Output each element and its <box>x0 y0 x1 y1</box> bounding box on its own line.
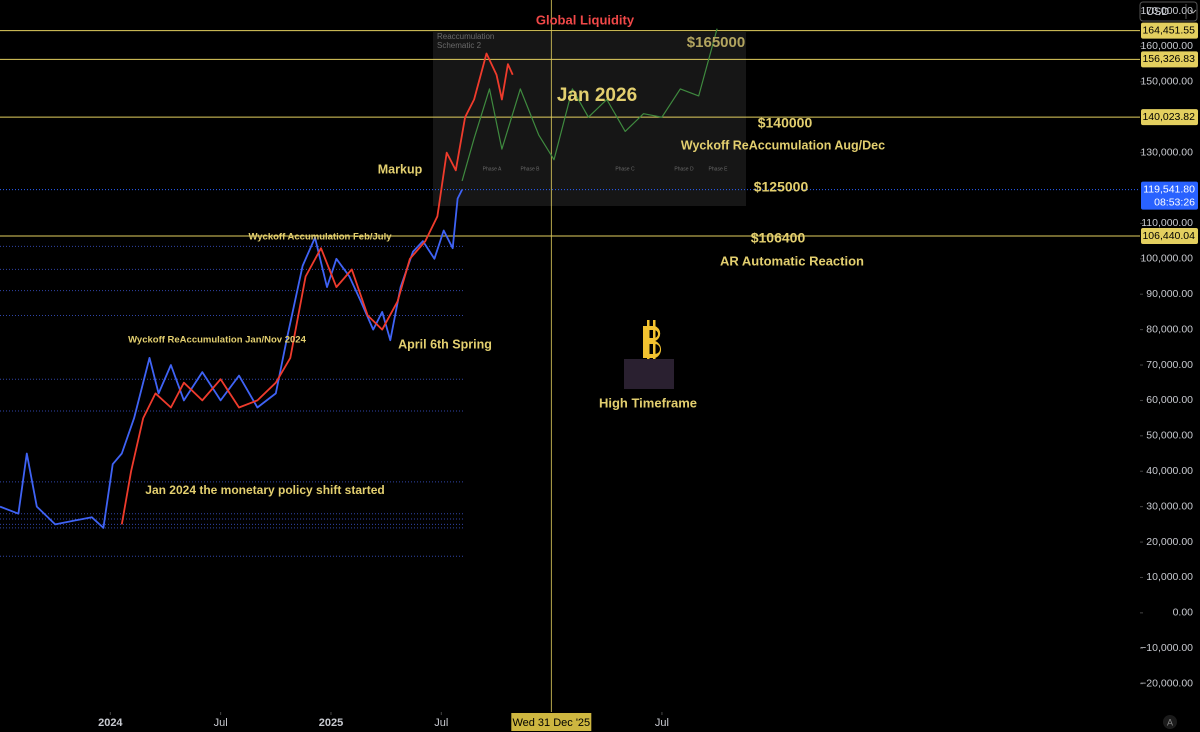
last-price-box <box>1141 181 1198 210</box>
annotation: Phase B <box>521 166 541 172</box>
y-tick-label: 90,000.00 <box>1146 288 1193 300</box>
currency[interactable]: USD <box>1146 6 1169 18</box>
annotation: AR Automatic Reaction <box>720 253 864 268</box>
x-tick-label: Jul <box>655 717 669 729</box>
y-tick-label: 20,000.00 <box>1146 536 1193 548</box>
y-tick-label: −10,000.00 <box>1140 642 1193 654</box>
annotation: Phase A <box>483 166 502 172</box>
y-tick-label: 70,000.00 <box>1146 359 1193 371</box>
level-label: 140,023.82 <box>1142 111 1195 123</box>
annotation: Wyckoff ReAccumulation Jan/Nov 2024 <box>128 335 306 346</box>
annotation: $106400 <box>751 230 806 246</box>
level-label-box <box>1141 228 1198 245</box>
bitcoin-icon <box>643 326 662 358</box>
level-label-box <box>1141 22 1198 39</box>
annotation: Schematic 2 <box>437 41 482 50</box>
annotation: Markup <box>378 162 423 176</box>
y-tick-label: 110,000.00 <box>1141 217 1193 229</box>
bitcoin-stroke <box>653 320 656 362</box>
annotation: Reaccumulation <box>437 32 494 41</box>
series-line <box>120 52 514 525</box>
x-tick-label: Jul <box>434 717 448 729</box>
last-price-countdown: 08:53:26 <box>1154 196 1195 208</box>
logo-badge <box>624 359 674 389</box>
y-tick-label: 60,000.00 <box>1146 394 1193 406</box>
bitcoin-stroke <box>647 320 650 362</box>
y-tick-label: 0.00 <box>1173 607 1194 619</box>
annotation: Wyckoff ReAccumulation Aug/Dec <box>681 138 885 152</box>
annotation: Wyckoff Accumulation Feb/July <box>248 232 392 243</box>
annotation: Phase D <box>674 166 694 172</box>
annotation: Jan 2026 <box>557 85 637 106</box>
x-tick-label: 2024 <box>98 717 123 729</box>
level-label-box <box>1141 51 1198 68</box>
y-tick-label: 40,000.00 <box>1146 465 1193 477</box>
currency-box[interactable] <box>1139 1 1198 22</box>
chart-title: Global Liquidity <box>536 12 635 27</box>
y-tick-label: 30,000.00 <box>1146 500 1193 512</box>
plot-area <box>0 0 1140 712</box>
annotation: $125000 <box>754 179 809 195</box>
level-label-box <box>1141 109 1198 126</box>
level-label: 156,326.83 <box>1142 53 1195 65</box>
y-tick-label: 150,000.00 <box>1140 76 1193 88</box>
y-tick-label: −20,000.00 <box>1140 677 1193 689</box>
y-tick-label: 100,000.00 <box>1140 253 1193 265</box>
annotation: $165000 <box>687 34 745 51</box>
series-line <box>461 28 718 182</box>
x-tick-label: Jul <box>214 717 228 729</box>
last-price-label: 119,541.80 <box>1143 183 1195 195</box>
y-tick-label: 160,000.00 <box>1140 40 1193 52</box>
crosshair-label-box <box>511 713 592 731</box>
auto-button[interactable]: A <box>1167 717 1173 727</box>
y-tick-label: 50,000.00 <box>1146 430 1193 442</box>
crosshair-label: Wed 31 Dec '25 <box>512 717 590 729</box>
annotation: Phase C <box>615 166 635 172</box>
annotation: Jan 2024 the monetary policy shift start… <box>145 483 384 497</box>
y-tick-label: 130,000.00 <box>1140 146 1193 158</box>
y-tick-label: 80,000.00 <box>1146 323 1193 335</box>
bitcoin-logo <box>624 320 674 389</box>
level-label: 106,440.04 <box>1142 230 1195 242</box>
currency-chevron[interactable] <box>1189 9 1197 14</box>
auto-button-bg[interactable] <box>1163 715 1177 729</box>
x-tick-label: 2025 <box>319 717 343 729</box>
annotation: $140000 <box>758 115 813 131</box>
y-tick-label: 170,000.00 <box>1140 5 1193 17</box>
y-tick-label: 10,000.00 <box>1146 571 1193 583</box>
level-label: 164,451.55 <box>1142 24 1195 36</box>
annotation: Phase E <box>709 166 729 172</box>
annotation: April 6th Spring <box>398 337 492 351</box>
annotation: High Timeframe <box>599 395 697 410</box>
